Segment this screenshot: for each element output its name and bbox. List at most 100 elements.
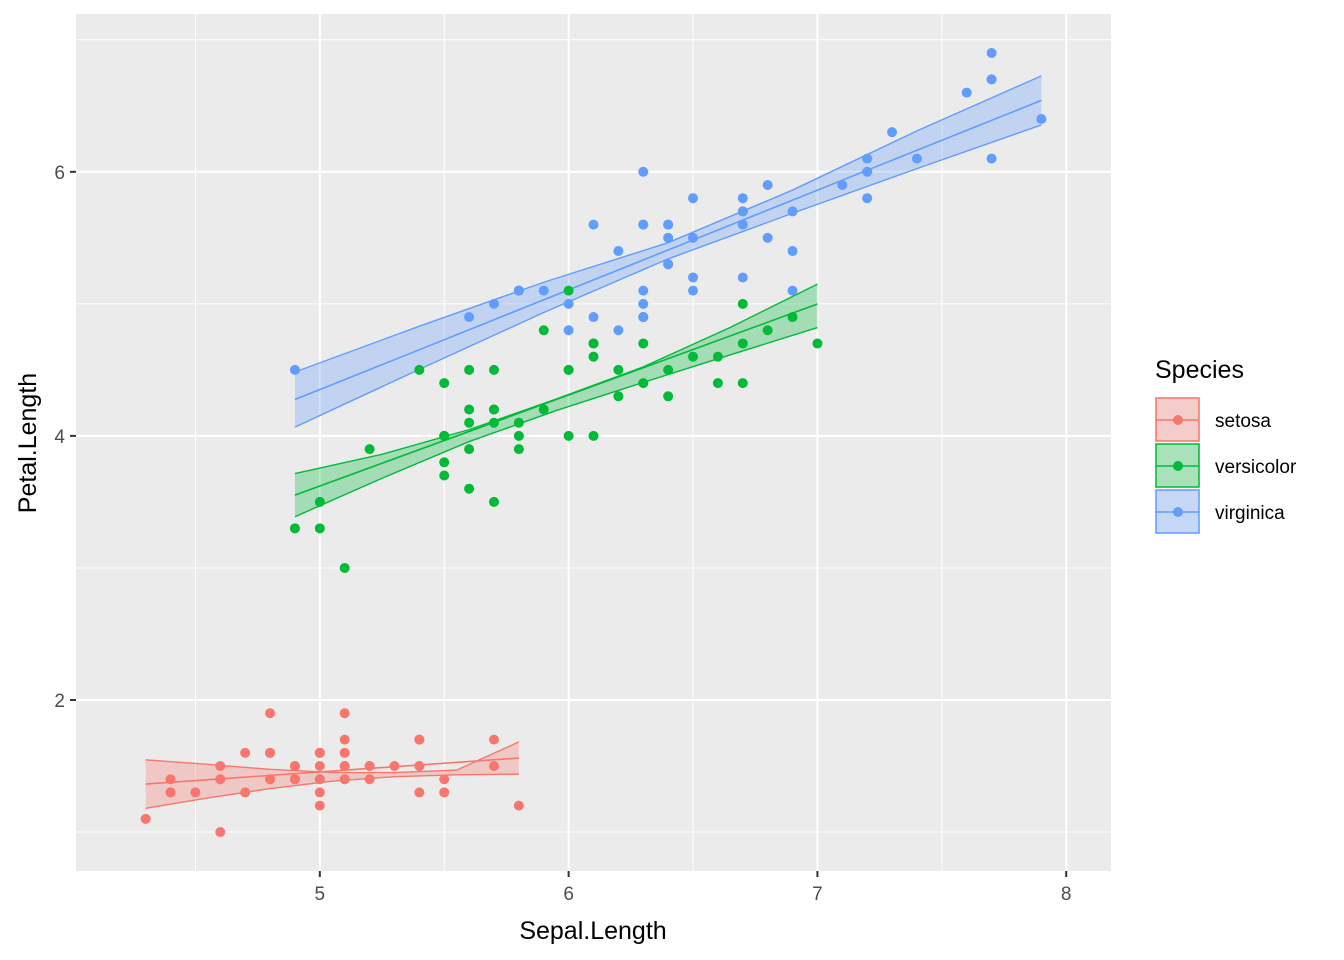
point-virginica bbox=[737, 193, 748, 204]
point-virginica bbox=[688, 232, 699, 243]
fit-line-versicolor bbox=[294, 303, 818, 496]
point-virginica bbox=[563, 298, 574, 309]
point-versicolor bbox=[588, 430, 599, 441]
point-virginica bbox=[737, 219, 748, 230]
point-versicolor bbox=[762, 325, 773, 336]
point-virginica bbox=[887, 127, 898, 138]
point-versicolor bbox=[613, 364, 624, 375]
x-tick-label: 6 bbox=[563, 884, 574, 905]
point-setosa bbox=[140, 813, 151, 824]
point-setosa bbox=[240, 787, 251, 798]
point-virginica bbox=[663, 219, 674, 230]
point-virginica bbox=[787, 206, 798, 217]
point-versicolor bbox=[538, 404, 549, 415]
point-versicolor bbox=[439, 378, 450, 389]
point-setosa bbox=[314, 800, 325, 811]
x-axis-ticks: 5 6 7 8 bbox=[315, 871, 1072, 905]
point-virginica bbox=[862, 153, 873, 164]
point-versicolor bbox=[513, 417, 524, 428]
point-virginica bbox=[663, 232, 674, 243]
x-tick-label: 8 bbox=[1061, 884, 1072, 905]
point-versicolor bbox=[488, 417, 499, 428]
point-virginica bbox=[762, 232, 773, 243]
point-setosa bbox=[389, 761, 400, 772]
point-virginica bbox=[1036, 113, 1047, 124]
point-virginica bbox=[986, 153, 997, 164]
point-virginica bbox=[837, 180, 848, 191]
point-virginica bbox=[488, 298, 499, 309]
x-tick-label: 7 bbox=[812, 884, 823, 905]
point-setosa bbox=[265, 708, 276, 719]
point-virginica bbox=[737, 272, 748, 283]
point-setosa bbox=[165, 787, 176, 798]
point-versicolor bbox=[688, 351, 699, 362]
point-virginica bbox=[688, 193, 699, 204]
point-versicolor bbox=[663, 364, 674, 375]
point-versicolor bbox=[812, 338, 823, 349]
point-versicolor bbox=[314, 496, 325, 507]
point-virginica bbox=[787, 285, 798, 296]
point-setosa bbox=[339, 708, 350, 719]
point-versicolor bbox=[414, 364, 425, 375]
legend-label-versicolor: versicolor bbox=[1215, 457, 1297, 478]
point-setosa bbox=[339, 747, 350, 758]
point-setosa bbox=[414, 734, 425, 745]
fit-line-setosa bbox=[145, 757, 519, 785]
point-virginica bbox=[563, 325, 574, 336]
point-virginica bbox=[787, 246, 798, 257]
point-virginica bbox=[688, 272, 699, 283]
point-virginica bbox=[464, 312, 475, 323]
point-setosa bbox=[165, 774, 176, 785]
point-setosa bbox=[190, 787, 201, 798]
band-upper-setosa bbox=[145, 741, 520, 774]
point-setosa bbox=[215, 774, 226, 785]
point-setosa bbox=[364, 774, 375, 785]
plot-panel bbox=[76, 14, 1111, 871]
legend-key-point-setosa bbox=[1173, 415, 1183, 425]
point-versicolor bbox=[663, 391, 674, 402]
point-virginica bbox=[663, 259, 674, 270]
point-virginica bbox=[613, 246, 624, 257]
point-setosa bbox=[215, 827, 226, 838]
point-versicolor bbox=[464, 364, 475, 375]
y-tick-label: 2 bbox=[54, 691, 65, 712]
point-versicolor bbox=[563, 364, 574, 375]
point-versicolor bbox=[439, 470, 450, 481]
point-virginica bbox=[737, 206, 748, 217]
point-setosa bbox=[364, 761, 375, 772]
legend-key-point-versicolor bbox=[1173, 461, 1183, 471]
point-virginica bbox=[289, 364, 300, 375]
point-versicolor bbox=[339, 562, 350, 573]
point-setosa bbox=[339, 734, 350, 745]
point-versicolor bbox=[488, 496, 499, 507]
point-virginica bbox=[862, 166, 873, 177]
point-versicolor bbox=[488, 364, 499, 375]
point-versicolor bbox=[712, 351, 723, 362]
point-versicolor bbox=[364, 444, 375, 455]
point-versicolor bbox=[787, 312, 798, 323]
legend-key-point-virginica bbox=[1173, 507, 1183, 517]
point-virginica bbox=[613, 325, 624, 336]
point-versicolor bbox=[464, 483, 475, 494]
point-virginica bbox=[638, 219, 649, 230]
x-tick-label: 5 bbox=[315, 884, 326, 905]
point-setosa bbox=[513, 800, 524, 811]
point-versicolor bbox=[638, 378, 649, 389]
point-versicolor bbox=[737, 378, 748, 389]
point-virginica bbox=[961, 87, 972, 98]
point-setosa bbox=[439, 787, 450, 798]
point-versicolor bbox=[513, 430, 524, 441]
point-setosa bbox=[314, 787, 325, 798]
x-axis-title: Sepal.Length bbox=[519, 917, 666, 945]
confidence-band-virginica bbox=[294, 75, 1042, 428]
point-setosa bbox=[289, 774, 300, 785]
point-setosa bbox=[215, 761, 226, 772]
minor-gridlines bbox=[76, 14, 1111, 871]
legend-title: Species bbox=[1155, 356, 1244, 384]
point-setosa bbox=[314, 747, 325, 758]
y-axis-ticks: 2 4 6 bbox=[54, 163, 76, 712]
point-setosa bbox=[414, 787, 425, 798]
point-setosa bbox=[488, 761, 499, 772]
legend-label-setosa: setosa bbox=[1215, 411, 1271, 432]
